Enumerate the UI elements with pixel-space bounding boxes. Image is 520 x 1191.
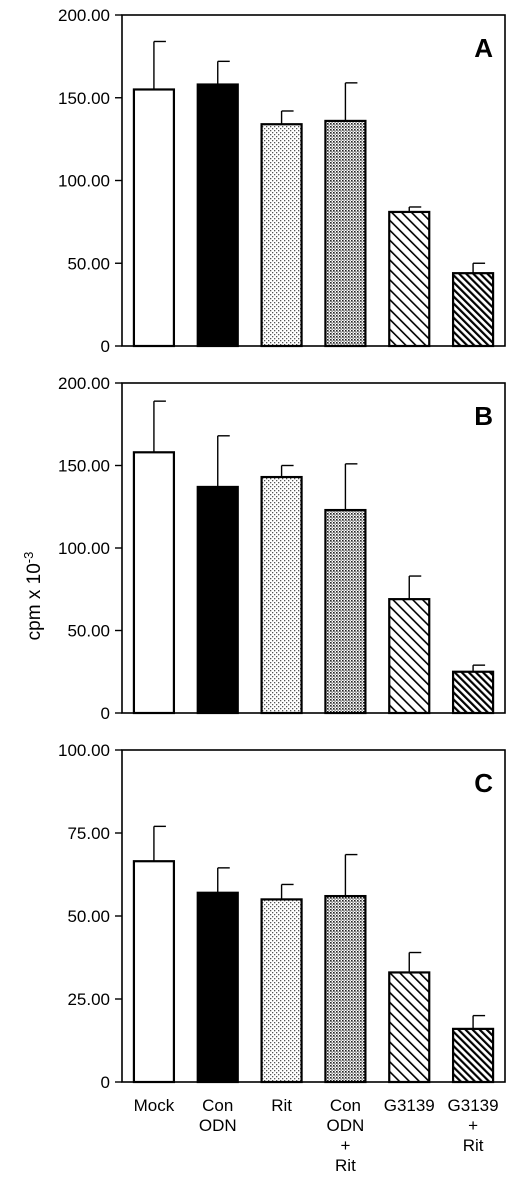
y-tick-label: 100.00: [58, 741, 110, 760]
bar-3: [260, 898, 303, 1084]
bar-1: [132, 88, 176, 348]
y-tick-label: 0: [101, 337, 110, 356]
panel-letter: B: [474, 401, 493, 431]
y-tick-label: 75.00: [67, 824, 110, 843]
bar-5: [388, 971, 431, 1084]
panel-c: 0 25.00 50.00 75.00 100.00 C: [58, 741, 506, 1092]
category-label-line: Rit: [335, 1156, 356, 1175]
category-label: Mock: [134, 1096, 175, 1115]
bar-1: [132, 451, 176, 715]
y-axis-label: cpm x 10-3: [21, 552, 45, 641]
y-tick-label: 25.00: [67, 990, 110, 1009]
y-tick-label: 100.00: [58, 172, 110, 191]
y-tick-label: 200.00: [58, 6, 110, 25]
bar-6: [451, 1027, 495, 1084]
plot-frame: [121, 749, 506, 1083]
bar-4: [324, 894, 367, 1084]
y-tick-label: 50.00: [67, 254, 110, 273]
bar-6: [451, 670, 495, 715]
category-label: G3139 + Rit: [448, 1096, 499, 1155]
category-label-line: ODN: [327, 1116, 365, 1135]
y-tick-label: 0: [101, 1073, 110, 1092]
bar-4: [324, 119, 367, 348]
bar-1: [132, 860, 176, 1084]
y-tick-label: 100.00: [58, 539, 110, 558]
category-label-line: Con: [330, 1096, 361, 1115]
bar-2: [196, 485, 239, 715]
y-axis-label-text: cpm x 10: [24, 563, 45, 640]
panel-letter: A: [474, 33, 493, 63]
y-tick-label: 0: [101, 704, 110, 723]
bar-3: [260, 123, 303, 348]
panel-letter: C: [474, 768, 493, 798]
y-tick-label: 200.00: [58, 374, 110, 393]
category-label-line: +: [468, 1116, 478, 1135]
category-label-line: +: [340, 1136, 350, 1155]
bar-6: [451, 272, 495, 348]
y-axis-label-exponent: -3: [21, 552, 36, 564]
y-tick-label: 150.00: [58, 457, 110, 476]
chart-panels: 0 50.00 100.00 150.00 200.00 A 0 50.00 100.00 150…: [58, 6, 506, 1092]
panel-a: 0 50.00 100.00 150.00 200.00 A: [58, 6, 506, 356]
bar-2: [196, 83, 239, 348]
category-label-line: G3139: [384, 1096, 435, 1115]
category-label: Rit: [271, 1096, 292, 1115]
plot-frame: [121, 14, 506, 347]
category-label-line: Rit: [463, 1136, 484, 1155]
category-label-line: Mock: [134, 1096, 175, 1115]
category-label-line: ODN: [199, 1116, 237, 1135]
category-label-line: Rit: [271, 1096, 292, 1115]
category-label-line: G3139: [448, 1096, 499, 1115]
y-tick-label: 50.00: [67, 622, 110, 641]
plot-frame: [121, 382, 506, 714]
bar-3: [260, 475, 303, 715]
bar-5: [388, 210, 431, 348]
bar-2: [196, 891, 239, 1084]
panel-b: 0 50.00 100.00 150.00 200.00 B: [58, 374, 506, 723]
y-tick-label: 50.00: [67, 907, 110, 926]
category-label: Con ODN: [199, 1096, 237, 1135]
bar-4: [324, 508, 367, 715]
bar-5: [388, 598, 431, 715]
category-label-line: Con: [202, 1096, 233, 1115]
y-tick-label: 150.00: [58, 89, 110, 108]
category-label: G3139: [384, 1096, 435, 1115]
category-label: Con ODN + Rit: [327, 1096, 365, 1175]
